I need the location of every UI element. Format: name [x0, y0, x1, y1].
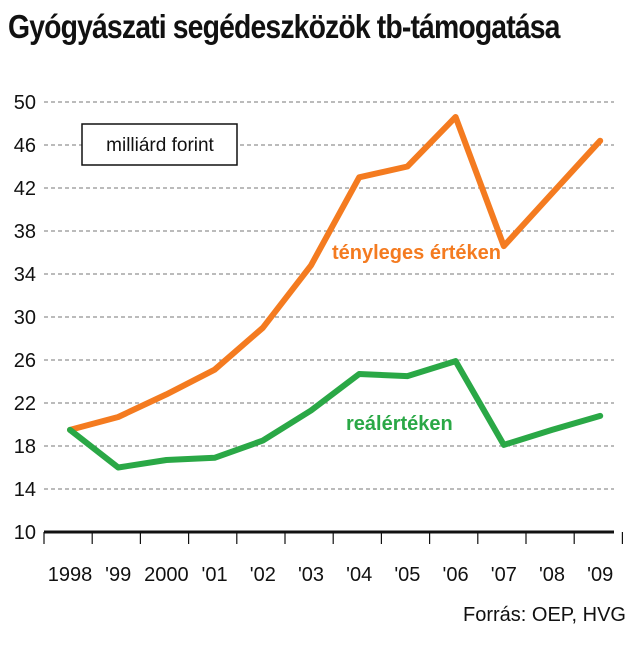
- unit-label: milliárd forint: [106, 135, 214, 156]
- y-tick-label: 26: [14, 350, 36, 372]
- series-line-1: [67, 358, 604, 471]
- x-tick-label: '04: [346, 564, 372, 586]
- y-axis-tick-labels: 10 14 18 22 26 30 34 38 42 46 50: [14, 92, 36, 544]
- x-tick-label: '01: [202, 564, 228, 586]
- x-tick-label: '02: [250, 564, 276, 586]
- source-note: Forrás: OEP, HVG: [462, 604, 626, 626]
- x-tick-label: '05: [394, 564, 420, 586]
- x-tick-label: '99: [105, 564, 131, 586]
- y-tick-label: 42: [14, 178, 36, 200]
- x-tick-label: 1998: [48, 564, 93, 586]
- y-tick-label: 10: [14, 522, 36, 544]
- x-tick-label: '06: [443, 564, 469, 586]
- y-tick-label: 34: [14, 264, 36, 286]
- x-tick-label: '03: [298, 564, 324, 586]
- y-tick-label: 38: [14, 221, 36, 243]
- y-tick-label: 50: [14, 92, 36, 114]
- y-tick-label: 18: [14, 436, 36, 458]
- y-tick-label: 22: [14, 393, 36, 415]
- chart-title: Gyógyászati segédeszközök tb-támogatása: [8, 8, 560, 45]
- series-label-nominal: tényleges értéken: [332, 242, 501, 264]
- x-tick-label: '07: [491, 564, 517, 586]
- x-axis-tick-labels: 1998 '99 2000 '01 '02 '03 '04 '05 '06 '07 '08 '09: [48, 564, 613, 586]
- x-tick-label: '08: [539, 564, 565, 586]
- y-tick-label: 46: [14, 135, 36, 157]
- unit-label-box: milliárd forint: [81, 123, 238, 166]
- series-line-0: [67, 114, 604, 433]
- series-label-real: reálértéken: [346, 413, 453, 435]
- y-tick-label: 14: [14, 479, 36, 501]
- x-tick-label: 2000: [144, 564, 189, 586]
- x-axis: [43, 530, 624, 544]
- series-lines: [67, 114, 604, 471]
- x-tick-label: '09: [587, 564, 613, 586]
- y-tick-label: 30: [14, 307, 36, 329]
